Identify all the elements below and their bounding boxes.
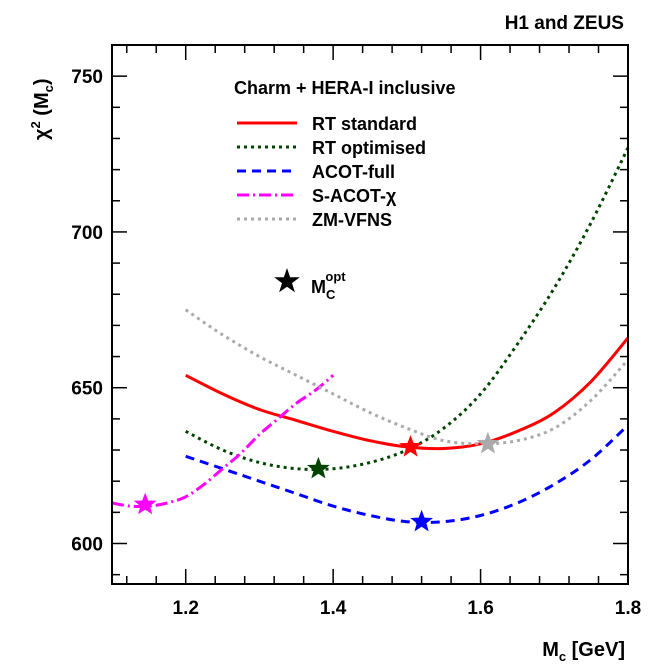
legend-label-rt-standard: RT standard: [312, 114, 417, 134]
optimum-star-s-acot: [133, 492, 157, 515]
legend-label-s-acot: S-ACOT-χ: [312, 186, 397, 206]
legend: Charm + HERA-I inclusive RT standard RT o…: [234, 78, 456, 302]
chart-header-title: H1 and ZEUS: [505, 13, 624, 34]
legend-items: RT standard RT optimised ACOT-full S-ACOT-χ…: [237, 114, 426, 230]
series-line-acot-full: [185, 424, 630, 524]
legend-marker-label: MCopt: [311, 269, 346, 302]
y-tick-label: 600: [71, 534, 103, 555]
series-line-s-acot: [111, 374, 335, 508]
series-line-zm-vfns: [184, 308, 630, 446]
y-tick-label: 700: [71, 223, 103, 244]
series-line-rt-optimised: [185, 147, 630, 472]
optimum-star-rt-standard: [399, 434, 422, 457]
y-axis-label: χ2 (Mc): [28, 78, 56, 140]
legend-label-acot-full: ACOT-full: [312, 162, 395, 182]
x-axis-label: Mc [GeV]: [542, 639, 625, 664]
optimum-star-acot-full: [410, 509, 433, 532]
series-line-rt-standard: [185, 336, 630, 451]
x-tick-label: 1.6: [467, 598, 493, 619]
legend-label-zm-vfns: ZM-VFNS: [312, 210, 392, 230]
legend-label-rt-optimised: RT optimised: [312, 138, 426, 158]
legend-star-icon: [274, 268, 300, 293]
axis-ticks: [112, 44, 629, 584]
plot-frame: [111, 44, 629, 585]
y-tick-labels: 600 650 700 750: [71, 67, 103, 555]
x-tick-label: 1.8: [615, 598, 641, 619]
x-tick-labels: 1.2 1.4 1.6 1.8: [173, 598, 642, 619]
y-tick-label: 750: [71, 67, 103, 88]
y-tick-label: 650: [71, 379, 103, 400]
optimum-star-zm-vfns: [476, 431, 500, 454]
x-tick-label: 1.4: [320, 598, 347, 619]
optimum-markers-layer: [133, 431, 500, 532]
x-tick-label: 1.2: [173, 598, 199, 619]
legend-heading: Charm + HERA-I inclusive: [234, 78, 456, 98]
optimum-star-rt-optimised: [307, 456, 330, 479]
